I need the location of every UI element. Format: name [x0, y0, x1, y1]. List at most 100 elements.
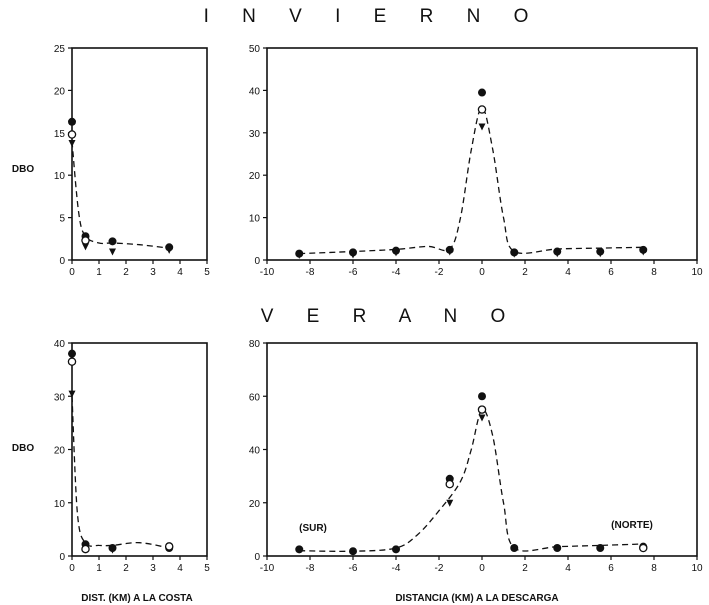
invierno-costa-xtick-label: 1 — [96, 267, 102, 278]
verano-costa-point-triangle — [68, 390, 76, 398]
invierno-costa-ytick-label: 0 — [59, 256, 65, 267]
annotation-sur: (SUR) — [299, 523, 327, 534]
verano-descarga-point-filled — [478, 392, 486, 401]
verano-descarga-xtick-label: -2 — [435, 563, 444, 574]
invierno-descarga-point-triangle — [392, 249, 400, 257]
verano-descarga-point-open — [477, 405, 487, 414]
verano-costa-point-open — [67, 357, 77, 366]
invierno-descarga-ytick-label: 10 — [249, 214, 261, 225]
verano-descarga-fit-line — [299, 408, 644, 552]
invierno-descarga-point-triangle — [478, 123, 486, 131]
verano-costa-xtick-label: 5 — [204, 563, 210, 574]
invierno-descarga-point-triangle — [596, 250, 604, 258]
verano-descarga-xtick-label: 4 — [565, 563, 571, 574]
verano-descarga-point-open — [445, 479, 454, 489]
verano-descarga-point-triangle — [478, 414, 486, 422]
invierno-descarga-point-triangle — [553, 250, 561, 258]
invierno-descarga-point-triangle — [446, 248, 454, 256]
invierno-costa-point-open — [67, 130, 77, 139]
verano-descarga-point-filled — [392, 545, 400, 554]
verano-costa-point-triangle — [109, 546, 116, 554]
invierno-descarga-xtick-label: 4 — [565, 267, 571, 278]
invierno-costa-point-open — [81, 236, 90, 245]
invierno-costa-point-triangle — [68, 139, 76, 147]
verano-descarga-point-filled — [510, 544, 519, 553]
verano-costa-ytick-label: 40 — [54, 339, 66, 350]
invierno-costa-xtick-label: 3 — [150, 267, 156, 278]
invierno-costa-xtick-label: 2 — [123, 267, 129, 278]
verano-descarga-xtick-label: -4 — [392, 563, 401, 574]
verano-descarga-ytick-label: 40 — [249, 446, 261, 457]
verano-costa-xtick-label: 4 — [177, 563, 183, 574]
verano-descarga-ytick-label: 80 — [249, 339, 261, 350]
invierno-costa-frame — [71, 47, 208, 261]
verano-costa-point-open — [81, 544, 90, 554]
invierno-descarga-ytick-label: 30 — [249, 129, 261, 140]
verano-costa-point-filled — [68, 349, 76, 358]
invierno-descarga-xtick-label: -8 — [306, 267, 315, 278]
ylabel-verano: DBO — [12, 443, 34, 454]
verano-costa-xtick-label: 1 — [96, 563, 102, 574]
invierno-descarga-point-open — [477, 105, 487, 114]
invierno-descarga-xtick-label: 10 — [691, 267, 703, 278]
verano-costa-xtick-label: 2 — [123, 563, 129, 574]
verano-costa-ytick-label: 0 — [59, 552, 65, 563]
invierno-costa-point-triangle — [165, 246, 173, 254]
invierno-costa-point-filled — [68, 117, 76, 126]
verano-costa-ytick-label: 20 — [54, 446, 66, 457]
verano-descarga-point-triangle — [446, 499, 454, 507]
verano-costa-ytick-label: 30 — [54, 392, 66, 403]
invierno-costa-point-filled — [108, 237, 117, 246]
verano-costa-xtick-label: 0 — [69, 563, 75, 574]
invierno-descarga-xtick-label: 2 — [522, 267, 528, 278]
verano-descarga-xtick-label: 0 — [479, 563, 485, 574]
verano-descarga-point-filled — [553, 544, 562, 553]
verano-descarga-xtick-label: -8 — [306, 563, 315, 574]
verano-costa-point-open — [164, 542, 174, 551]
ylabel-invierno: DBO — [12, 164, 34, 175]
verano-descarga-xtick-label: -10 — [260, 563, 275, 574]
verano-descarga-point-open — [639, 543, 648, 553]
title-invierno: I N V I E R N O — [204, 6, 543, 27]
annotation-norte: (NORTE) — [611, 520, 653, 531]
invierno-costa-ytick-label: 5 — [59, 214, 65, 225]
invierno-descarga-frame — [266, 47, 698, 261]
invierno-descarga-xtick-label: -10 — [260, 267, 275, 278]
verano-descarga-point-filled — [349, 547, 357, 556]
verano-descarga-ytick-label: 0 — [254, 552, 260, 563]
verano-costa-fit-line — [71, 396, 170, 549]
verano-descarga-ytick-label: 20 — [249, 499, 261, 510]
invierno-descarga-point-triangle — [295, 251, 303, 259]
verano-descarga-xtick-label: -6 — [349, 563, 358, 574]
invierno-descarga-point-triangle — [639, 248, 647, 256]
invierno-descarga-ytick-label: 0 — [254, 256, 260, 267]
invierno-descarga-point-filled — [478, 88, 486, 97]
invierno-costa-ytick-label: 20 — [54, 86, 66, 97]
verano-descarga-point-filled — [295, 545, 304, 554]
invierno-costa-ytick-label: 15 — [54, 129, 66, 140]
invierno-costa-ytick-label: 25 — [54, 44, 66, 55]
verano-descarga-ytick-label: 60 — [249, 392, 261, 403]
verano-descarga-xtick-label: 10 — [691, 563, 703, 574]
verano-descarga-point-filled — [596, 544, 605, 553]
invierno-descarga-xtick-label: -4 — [392, 267, 401, 278]
verano-costa-xtick-label: 3 — [150, 563, 156, 574]
invierno-descarga-point-triangle — [349, 251, 357, 259]
xlabel-descarga: DISTANCIA (KM) A LA DESCARGA — [395, 593, 558, 604]
invierno-descarga-xtick-label: -2 — [435, 267, 444, 278]
invierno-descarga-xtick-label: -6 — [349, 267, 358, 278]
invierno-descarga-xtick-label: 8 — [651, 267, 657, 278]
title-verano: V E R A N O — [261, 306, 520, 327]
invierno-descarga-xtick-label: 0 — [479, 267, 485, 278]
invierno-costa-point-triangle — [82, 243, 89, 251]
invierno-costa-fit-line — [71, 141, 170, 249]
invierno-descarga-ytick-label: 50 — [249, 44, 261, 55]
verano-costa-ytick-label: 10 — [54, 499, 66, 510]
verano-costa-frame — [71, 342, 208, 557]
verano-descarga-xtick-label: 8 — [651, 563, 657, 574]
invierno-descarga-xtick-label: 6 — [608, 267, 614, 278]
invierno-costa-xtick-label: 5 — [204, 267, 210, 278]
invierno-descarga-ytick-label: 20 — [249, 171, 261, 182]
verano-descarga-xtick-label: 6 — [608, 563, 614, 574]
